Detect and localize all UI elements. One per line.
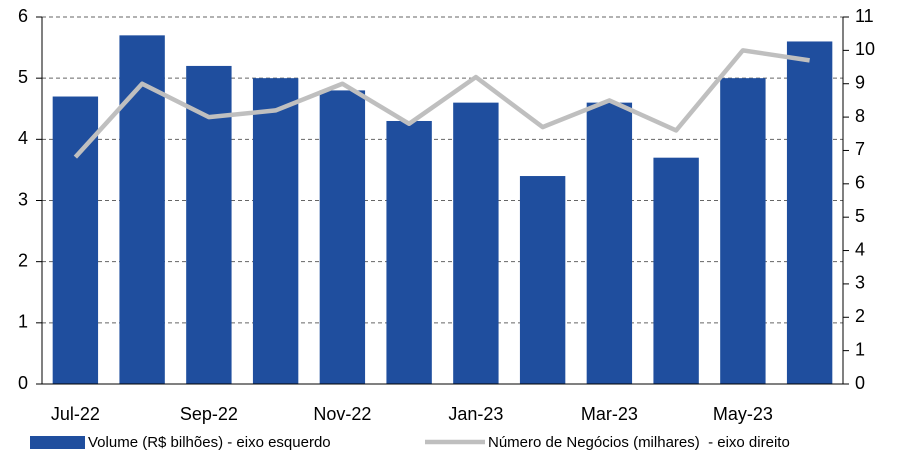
bar [586,102,633,384]
line [73,48,810,159]
legend-label: Volume (R$ bilhões) - eixo esquerdo [88,434,331,451]
legend: Volume (R$ bilhões) - eixo esquerdo Númer… [30,434,790,451]
x-tick-label: Nov-22 [313,404,371,424]
x-tick-label: Jan-23 [448,404,503,424]
y2-tick-label: 11 [855,6,874,26]
y2-tick-label: 1 [855,339,865,359]
bar [519,176,566,384]
y2-tick-label: 10 [855,39,875,59]
y2-tick-label: 8 [855,106,865,126]
y2-tick-label: 2 [855,306,865,326]
x-tick-label: Jul-22 [51,404,100,424]
x-tick-label: Mar-23 [581,404,638,424]
x-tick-label: Sep-22 [180,404,238,424]
bar [386,120,432,384]
legend-swatch [30,436,85,449]
x-tick-label: May-23 [713,404,773,424]
y-tick-label: 4 [18,128,28,148]
bar [453,102,499,384]
y-tick-label: 2 [18,250,28,270]
y2-tick-label: 0 [855,373,865,393]
y-tick-label: 5 [18,67,28,87]
bar [720,78,766,385]
y-tick-label: 3 [18,189,28,209]
bar [119,35,165,384]
y2-tick-label: 9 [855,72,865,92]
y-tick-label: 6 [18,6,28,26]
bar [52,96,99,385]
y2-tick-label: 4 [855,239,865,259]
bar [252,78,299,385]
y-tick-label: 0 [18,373,28,393]
bar [653,157,699,384]
bar [786,41,833,384]
y2-tick-label: 3 [855,273,865,293]
y2-tick-label: 5 [855,206,865,226]
bar [319,90,366,385]
legend-label: Número de Negócios (milhares) - eixo dir… [488,434,790,451]
y2-tick-label: 6 [855,173,865,193]
y2-tick-label: 7 [855,139,865,159]
y-tick-label: 1 [18,312,28,332]
